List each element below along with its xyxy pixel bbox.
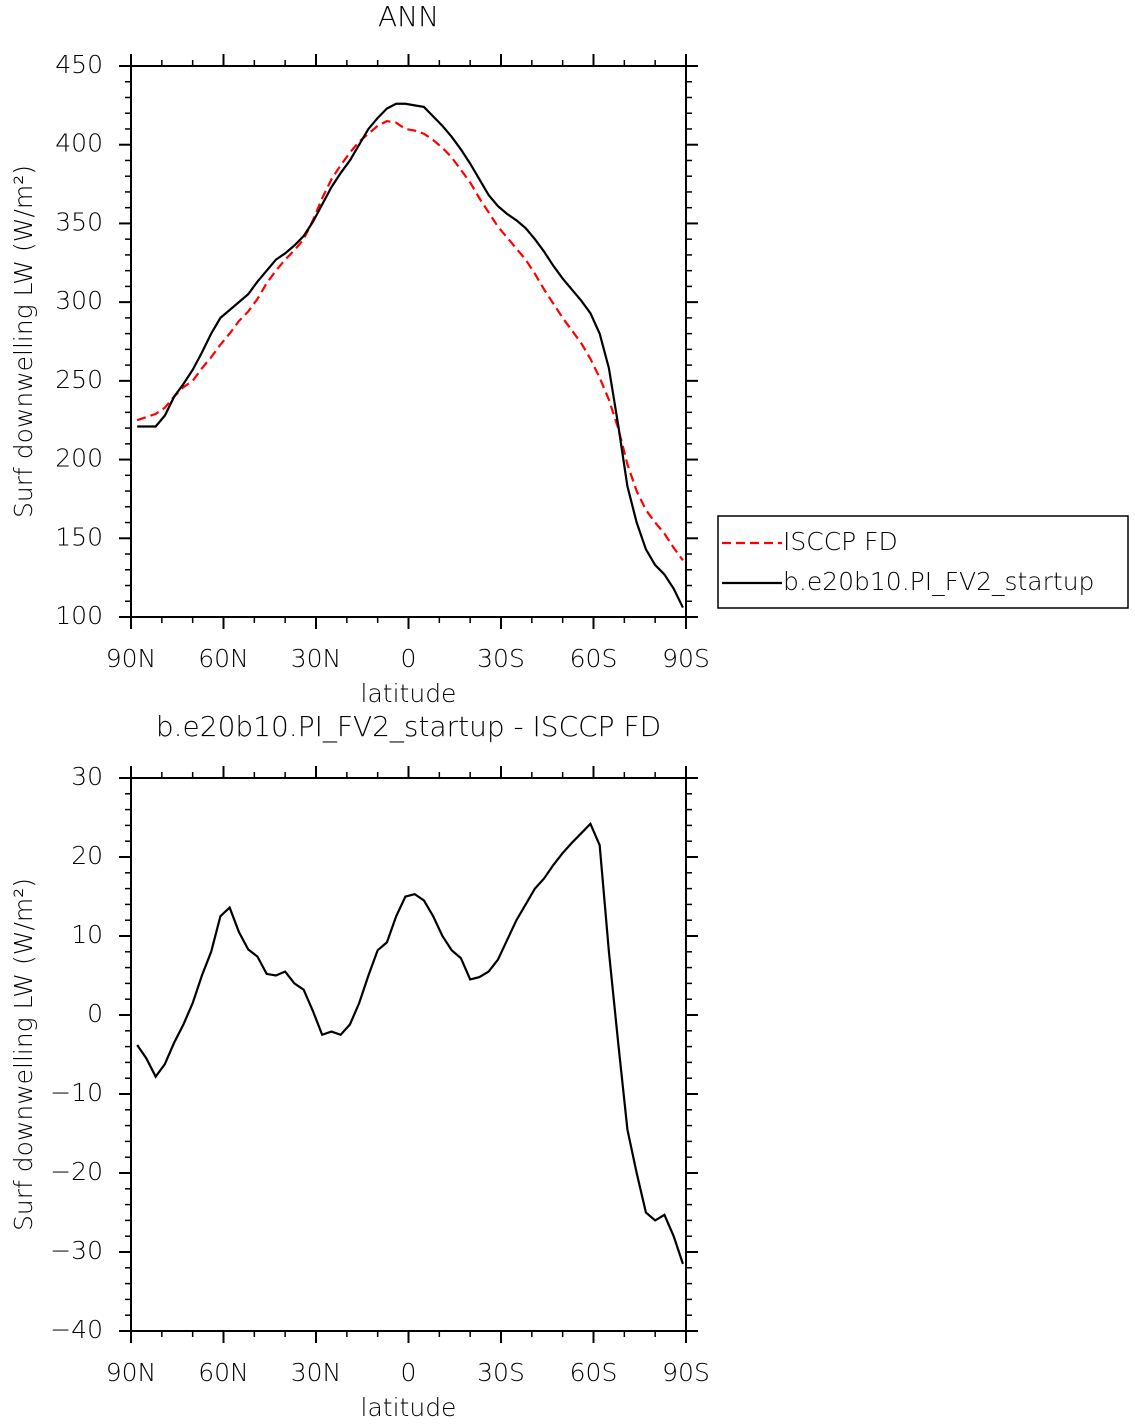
chart-title: ANN xyxy=(378,0,439,33)
y-tick-label: 250 xyxy=(55,365,103,394)
y-axis-label: Surf downwelling LW (W/m²) xyxy=(9,165,38,518)
y-tick-label: 100 xyxy=(55,601,103,630)
data-line xyxy=(136,821,684,1265)
x-tick-label: 30N xyxy=(291,644,342,673)
x-tick-label: 0 xyxy=(401,644,417,673)
y-tick-label: 450 xyxy=(55,50,103,79)
data-line xyxy=(137,102,684,609)
y-tick-label: 150 xyxy=(55,522,103,551)
x-tick-label: 90S xyxy=(662,1358,710,1387)
data-line xyxy=(136,119,684,561)
y-tick-label: 30 xyxy=(71,762,103,791)
chart-title: b.e20b10.PI_FV2_startup - ISCCP FD xyxy=(156,710,661,744)
y-tick-label: 200 xyxy=(55,444,103,473)
y-tick-label: 300 xyxy=(55,286,103,315)
x-tick-label: 90N xyxy=(106,644,157,673)
x-tick-label: 30S xyxy=(477,644,525,673)
legend-label: ISCCP FD xyxy=(783,527,898,556)
y-axis-label: Surf downwelling LW (W/m²) xyxy=(9,878,38,1231)
y-tick-label: −10 xyxy=(50,1078,103,1107)
plot-frame xyxy=(130,777,687,1332)
x-tick-label: 60N xyxy=(198,1358,249,1387)
x-tick-label: 60S xyxy=(570,1358,618,1387)
x-tick-label: 30S xyxy=(477,1358,525,1387)
y-tick-label: 0 xyxy=(87,999,103,1028)
legend-label: b.e20b10.PI_FV2_startup xyxy=(783,567,1094,596)
x-tick-label: 0 xyxy=(401,1358,417,1387)
y-tick-label: −40 xyxy=(50,1315,103,1344)
x-tick-label: 30N xyxy=(291,1358,342,1387)
y-tick-label: 400 xyxy=(55,129,103,158)
x-axis-label: latitude xyxy=(361,679,457,708)
x-tick-label: 60S xyxy=(570,644,618,673)
x-axis-label: latitude xyxy=(361,1393,457,1422)
y-tick-label: −20 xyxy=(50,1157,103,1186)
y-tick-label: 10 xyxy=(71,920,103,949)
y-tick-label: 350 xyxy=(55,207,103,236)
x-tick-label: 90S xyxy=(662,644,710,673)
plot-frame xyxy=(130,65,687,618)
legend-box xyxy=(717,515,1129,609)
x-tick-label: 90N xyxy=(106,1358,157,1387)
x-tick-label: 60N xyxy=(198,644,249,673)
y-tick-label: −30 xyxy=(50,1236,103,1265)
y-tick-label: 20 xyxy=(71,841,103,870)
